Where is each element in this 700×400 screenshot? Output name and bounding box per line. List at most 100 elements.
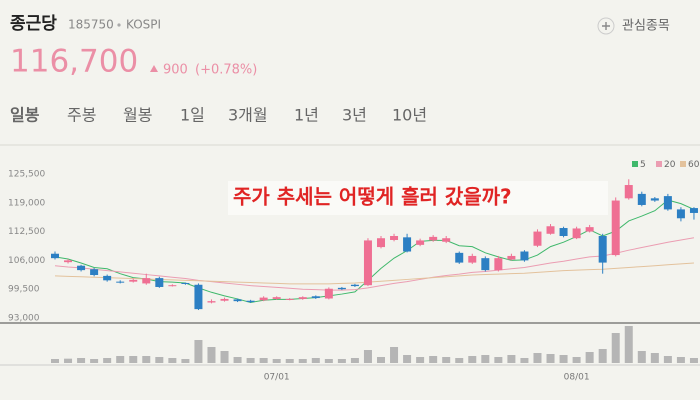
candle-body: [689, 208, 698, 213]
watch-label[interactable]: 관심종목: [622, 19, 670, 34]
y-tick-label: 112,500: [8, 227, 45, 237]
candle-body: [116, 281, 125, 283]
candle-body: [77, 265, 86, 271]
legend-label: 20: [664, 160, 676, 170]
candle-body: [403, 237, 412, 252]
candle-body: [220, 298, 229, 301]
volume-bar: [663, 356, 672, 363]
volume-bar: [142, 356, 151, 363]
tab[interactable]: 1일: [180, 106, 205, 125]
legend-label: 60: [688, 160, 700, 170]
volume-bar: [168, 358, 177, 363]
volume-bar: [507, 355, 516, 363]
candle-body: [168, 285, 177, 287]
candle-body: [390, 236, 399, 240]
watch-icon: [597, 17, 615, 35]
volume-bar: [585, 352, 594, 363]
candle-body: [468, 255, 477, 263]
stock-name: 종근당: [10, 14, 57, 34]
market: KOSPI: [126, 18, 161, 32]
candle-body: [676, 209, 685, 219]
volume-bar: [181, 359, 190, 363]
stock-code: 185750: [68, 18, 114, 32]
watch-button[interactable]: 관심종목: [597, 17, 670, 35]
volume-bar: [350, 358, 359, 363]
volume-bar: [442, 357, 451, 363]
volume-bar: [650, 353, 659, 363]
volume-bar: [494, 357, 503, 363]
y-tick-label: 125,500: [8, 169, 45, 179]
plus: [602, 22, 610, 30]
volume-bar: [194, 340, 203, 363]
volume-bar: [481, 355, 490, 363]
volume-bar: [363, 350, 372, 363]
tab[interactable]: 일봉: [10, 106, 40, 125]
candle-body: [598, 236, 607, 263]
ma-line: [54, 237, 695, 291]
candle-body: [272, 297, 281, 299]
volume-bar: [429, 356, 438, 363]
candle-body: [259, 297, 268, 301]
volume-bar: [337, 359, 346, 363]
candle-body: [507, 255, 516, 260]
candle-body: [533, 231, 542, 246]
tab[interactable]: 3개월: [228, 106, 268, 125]
volume-bar: [259, 358, 268, 363]
candle-body: [363, 240, 372, 286]
candle-body: [611, 200, 620, 256]
volume-bar: [390, 347, 399, 363]
separator: [117, 23, 121, 27]
volume-bar: [77, 358, 86, 363]
candle-body: [572, 228, 581, 239]
price: 116,700: [10, 44, 138, 80]
volume-bar: [689, 358, 698, 363]
candle-body: [494, 258, 503, 271]
legend-swatch: [680, 161, 686, 167]
tab[interactable]: 월봉: [123, 106, 152, 125]
candle-body: [624, 185, 633, 199]
candle-body: [546, 226, 555, 234]
tab[interactable]: 1년: [294, 106, 319, 125]
volume-bar: [676, 357, 685, 363]
x-tick-label: 08/01: [564, 373, 590, 383]
volume-bar: [598, 349, 607, 363]
tab[interactable]: 주봉: [67, 106, 96, 125]
candle-body: [585, 227, 594, 232]
tab[interactable]: 10년: [392, 106, 427, 125]
volume-bar: [455, 358, 464, 363]
candle-body: [142, 278, 151, 284]
volume-bar: [129, 356, 138, 363]
ma-line: [54, 262, 694, 285]
volume-bar: [51, 359, 59, 363]
candle-body: [233, 299, 242, 302]
volume-bar: [637, 351, 646, 363]
volume-bar: [468, 356, 477, 363]
volume-bar: [220, 351, 229, 363]
candle-body: [285, 298, 294, 300]
candle-body: [194, 284, 203, 310]
volume-bar: [233, 357, 242, 363]
legend-swatch: [632, 161, 638, 167]
volume-bar: [103, 358, 112, 363]
annotation: 주가 추세는 어떻게 흘러 갔을까?: [233, 185, 512, 209]
volume-bar: [546, 354, 555, 363]
candle-body: [298, 297, 307, 299]
candle-body: [207, 301, 216, 303]
y-tick-label: 93,000: [8, 314, 40, 324]
candle-body: [129, 279, 138, 282]
legend-label: 5: [640, 160, 646, 170]
candle-body: [650, 198, 659, 201]
volume-bar: [311, 358, 320, 363]
volume-bar: [416, 357, 425, 363]
legend-swatch: [656, 161, 662, 167]
volume-bar: [64, 358, 73, 363]
candle-body: [442, 238, 451, 242]
candle-body: [429, 236, 438, 241]
x-tick-label: 07/01: [264, 373, 290, 383]
change-pct: (+0.78%): [195, 63, 257, 78]
candle-body: [663, 196, 672, 210]
up-arrow: [150, 65, 158, 72]
y-tick-label: 99,500: [8, 285, 40, 295]
tab[interactable]: 3년: [342, 106, 367, 125]
y-tick-label: 119,000: [8, 198, 45, 208]
